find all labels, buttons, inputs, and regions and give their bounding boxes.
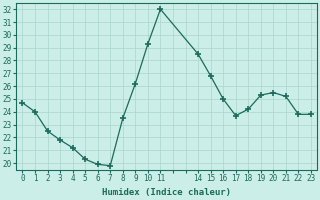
X-axis label: Humidex (Indice chaleur): Humidex (Indice chaleur) xyxy=(102,188,231,197)
